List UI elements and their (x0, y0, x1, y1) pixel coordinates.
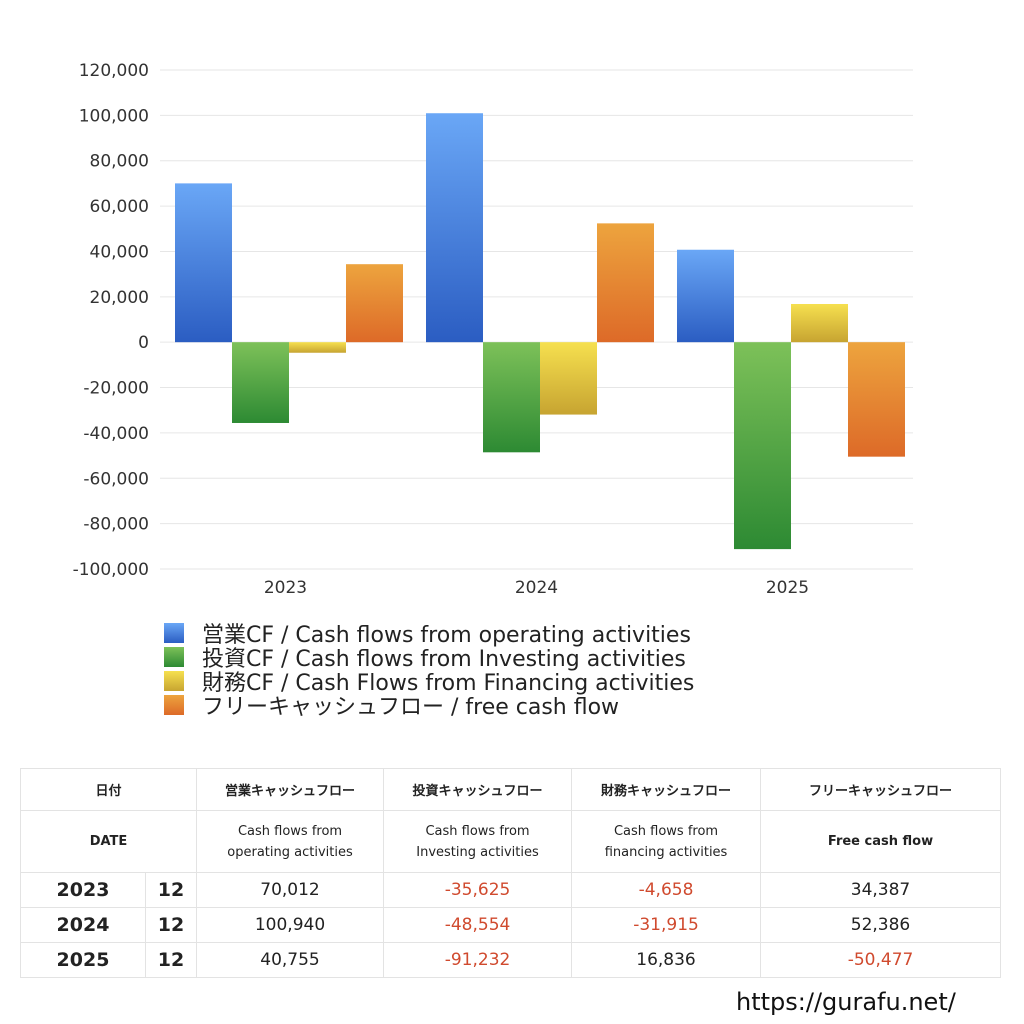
header-financing-en: Cash flows from financing activities (571, 810, 762, 873)
y-tick-label: 100,000 (79, 106, 149, 126)
header-date-en: DATE (19, 810, 198, 873)
legend-item-investing: 投資CF / Cash flows from Investing activit… (164, 645, 694, 672)
y-tick-label: 0 (138, 333, 149, 353)
header-investing-en: Cash flows from Investing activities (383, 810, 573, 873)
chart-bars (175, 113, 905, 550)
row-operating: 40,755 (196, 942, 385, 978)
table-row: 2025 12 40,755 -91,232 16,836 -50,477 (20, 942, 1002, 978)
row-free: 52,386 (760, 907, 1002, 943)
header-investing-jp: 投資キャッシュフロー (383, 768, 573, 811)
legend-label-operating: 営業CF / Cash flows from operating activit… (202, 623, 691, 648)
table-row: 2023 12 70,012 -35,625 -4,658 34,387 (20, 872, 1002, 908)
row-month: 12 (144, 942, 198, 978)
legend-label-investing: 投資CF / Cash flows from Investing activit… (202, 647, 686, 672)
table-row: 2024 12 100,940 -48,554 -31,915 52,386 (20, 907, 1002, 943)
row-month: 12 (144, 872, 198, 908)
legend-item-financing: 財務CF / Cash Flows from Financing activit… (164, 669, 694, 696)
bar-2024-series-2 (540, 342, 597, 415)
bar-2023-series-3 (346, 264, 403, 343)
row-operating: 100,940 (196, 907, 385, 943)
header-date-jp: 日付 (19, 768, 198, 811)
row-operating: 70,012 (196, 872, 385, 908)
row-financing: -31,915 (571, 907, 762, 943)
row-free: -50,477 (760, 942, 1002, 978)
y-tick-label: 60,000 (90, 197, 149, 217)
legend-label-financing: 財務CF / Cash Flows from Financing activit… (202, 671, 695, 696)
row-free: 34,387 (760, 872, 1002, 908)
bar-2025-series-3 (848, 342, 905, 457)
y-tick-label: -100,000 (73, 560, 149, 580)
row-year: 2025 (20, 942, 146, 978)
row-financing: 16,836 (571, 942, 762, 978)
site-url[interactable]: https://gurafu.net/ (736, 988, 956, 1016)
row-financing: -4,658 (571, 872, 762, 908)
y-tick-label: -40,000 (83, 424, 149, 444)
bar-2023-series-1 (232, 342, 289, 423)
y-tick-label: -80,000 (83, 515, 149, 535)
bar-2023-series-2 (289, 342, 346, 353)
legend-item-free: フリーキャッシュフロー / free cash flow (164, 693, 694, 720)
bar-2025-series-0 (677, 249, 734, 343)
header-free-en: Free cash flow (760, 810, 1002, 873)
legend-swatch-investing (164, 647, 184, 667)
y-tick-label: 80,000 (90, 152, 149, 172)
legend-label-free: フリーキャッシュフロー / free cash flow (202, 695, 620, 720)
bar-2024-series-1 (483, 342, 540, 453)
legend-swatch-financing (164, 671, 184, 691)
cash-flow-bar-chart: 120,000 100,000 80,000 60,000 40,000 20,000 0 -… (73, 61, 913, 598)
row-year: 2023 (20, 872, 146, 908)
legend-swatch-free (164, 695, 184, 715)
row-investing: -91,232 (383, 942, 573, 978)
row-year: 2024 (20, 907, 146, 943)
header-financing-jp: 財務キャッシュフロー (571, 768, 762, 811)
bar-2025-series-1 (734, 342, 791, 550)
table-header-jp: 日付 営業キャッシュフロー 投資キャッシュフロー 財務キャッシュフロー フリーキ… (19, 768, 1002, 811)
y-tick-label: 20,000 (90, 288, 149, 308)
bar-2024-series-3 (597, 223, 654, 343)
x-axis: 2023 2024 2025 (264, 578, 809, 598)
x-tick-label: 2025 (766, 578, 809, 598)
x-tick-label: 2023 (264, 578, 307, 598)
bar-2025-series-2 (791, 303, 848, 343)
table-header-en: DATE Cash flows from operating activities… (19, 810, 1002, 873)
header-free-jp: フリーキャッシュフロー (760, 768, 1002, 811)
header-operating-en: Cash flows from operating activities (196, 810, 385, 873)
row-month: 12 (144, 907, 198, 943)
y-tick-label: 40,000 (90, 242, 149, 262)
y-tick-label: 120,000 (79, 61, 149, 81)
header-operating-jp: 営業キャッシュフロー (196, 768, 385, 811)
chart-legend: 営業CF / Cash flows from operating activit… (164, 621, 694, 720)
bar-2024-series-0 (426, 113, 483, 343)
row-investing: -35,625 (383, 872, 573, 908)
bar-2023-series-0 (175, 183, 232, 343)
y-axis: 120,000 100,000 80,000 60,000 40,000 20,000 0 -… (73, 61, 149, 580)
y-tick-label: -60,000 (83, 469, 149, 489)
y-tick-label: -20,000 (83, 379, 149, 399)
cash-flow-table: 日付 営業キャッシュフロー 投資キャッシュフロー 財務キャッシュフロー フリーキ… (19, 768, 1002, 978)
x-tick-label: 2024 (515, 578, 558, 598)
legend-item-operating: 営業CF / Cash flows from operating activit… (164, 621, 694, 648)
legend-swatch-operating (164, 623, 184, 643)
row-investing: -48,554 (383, 907, 573, 943)
